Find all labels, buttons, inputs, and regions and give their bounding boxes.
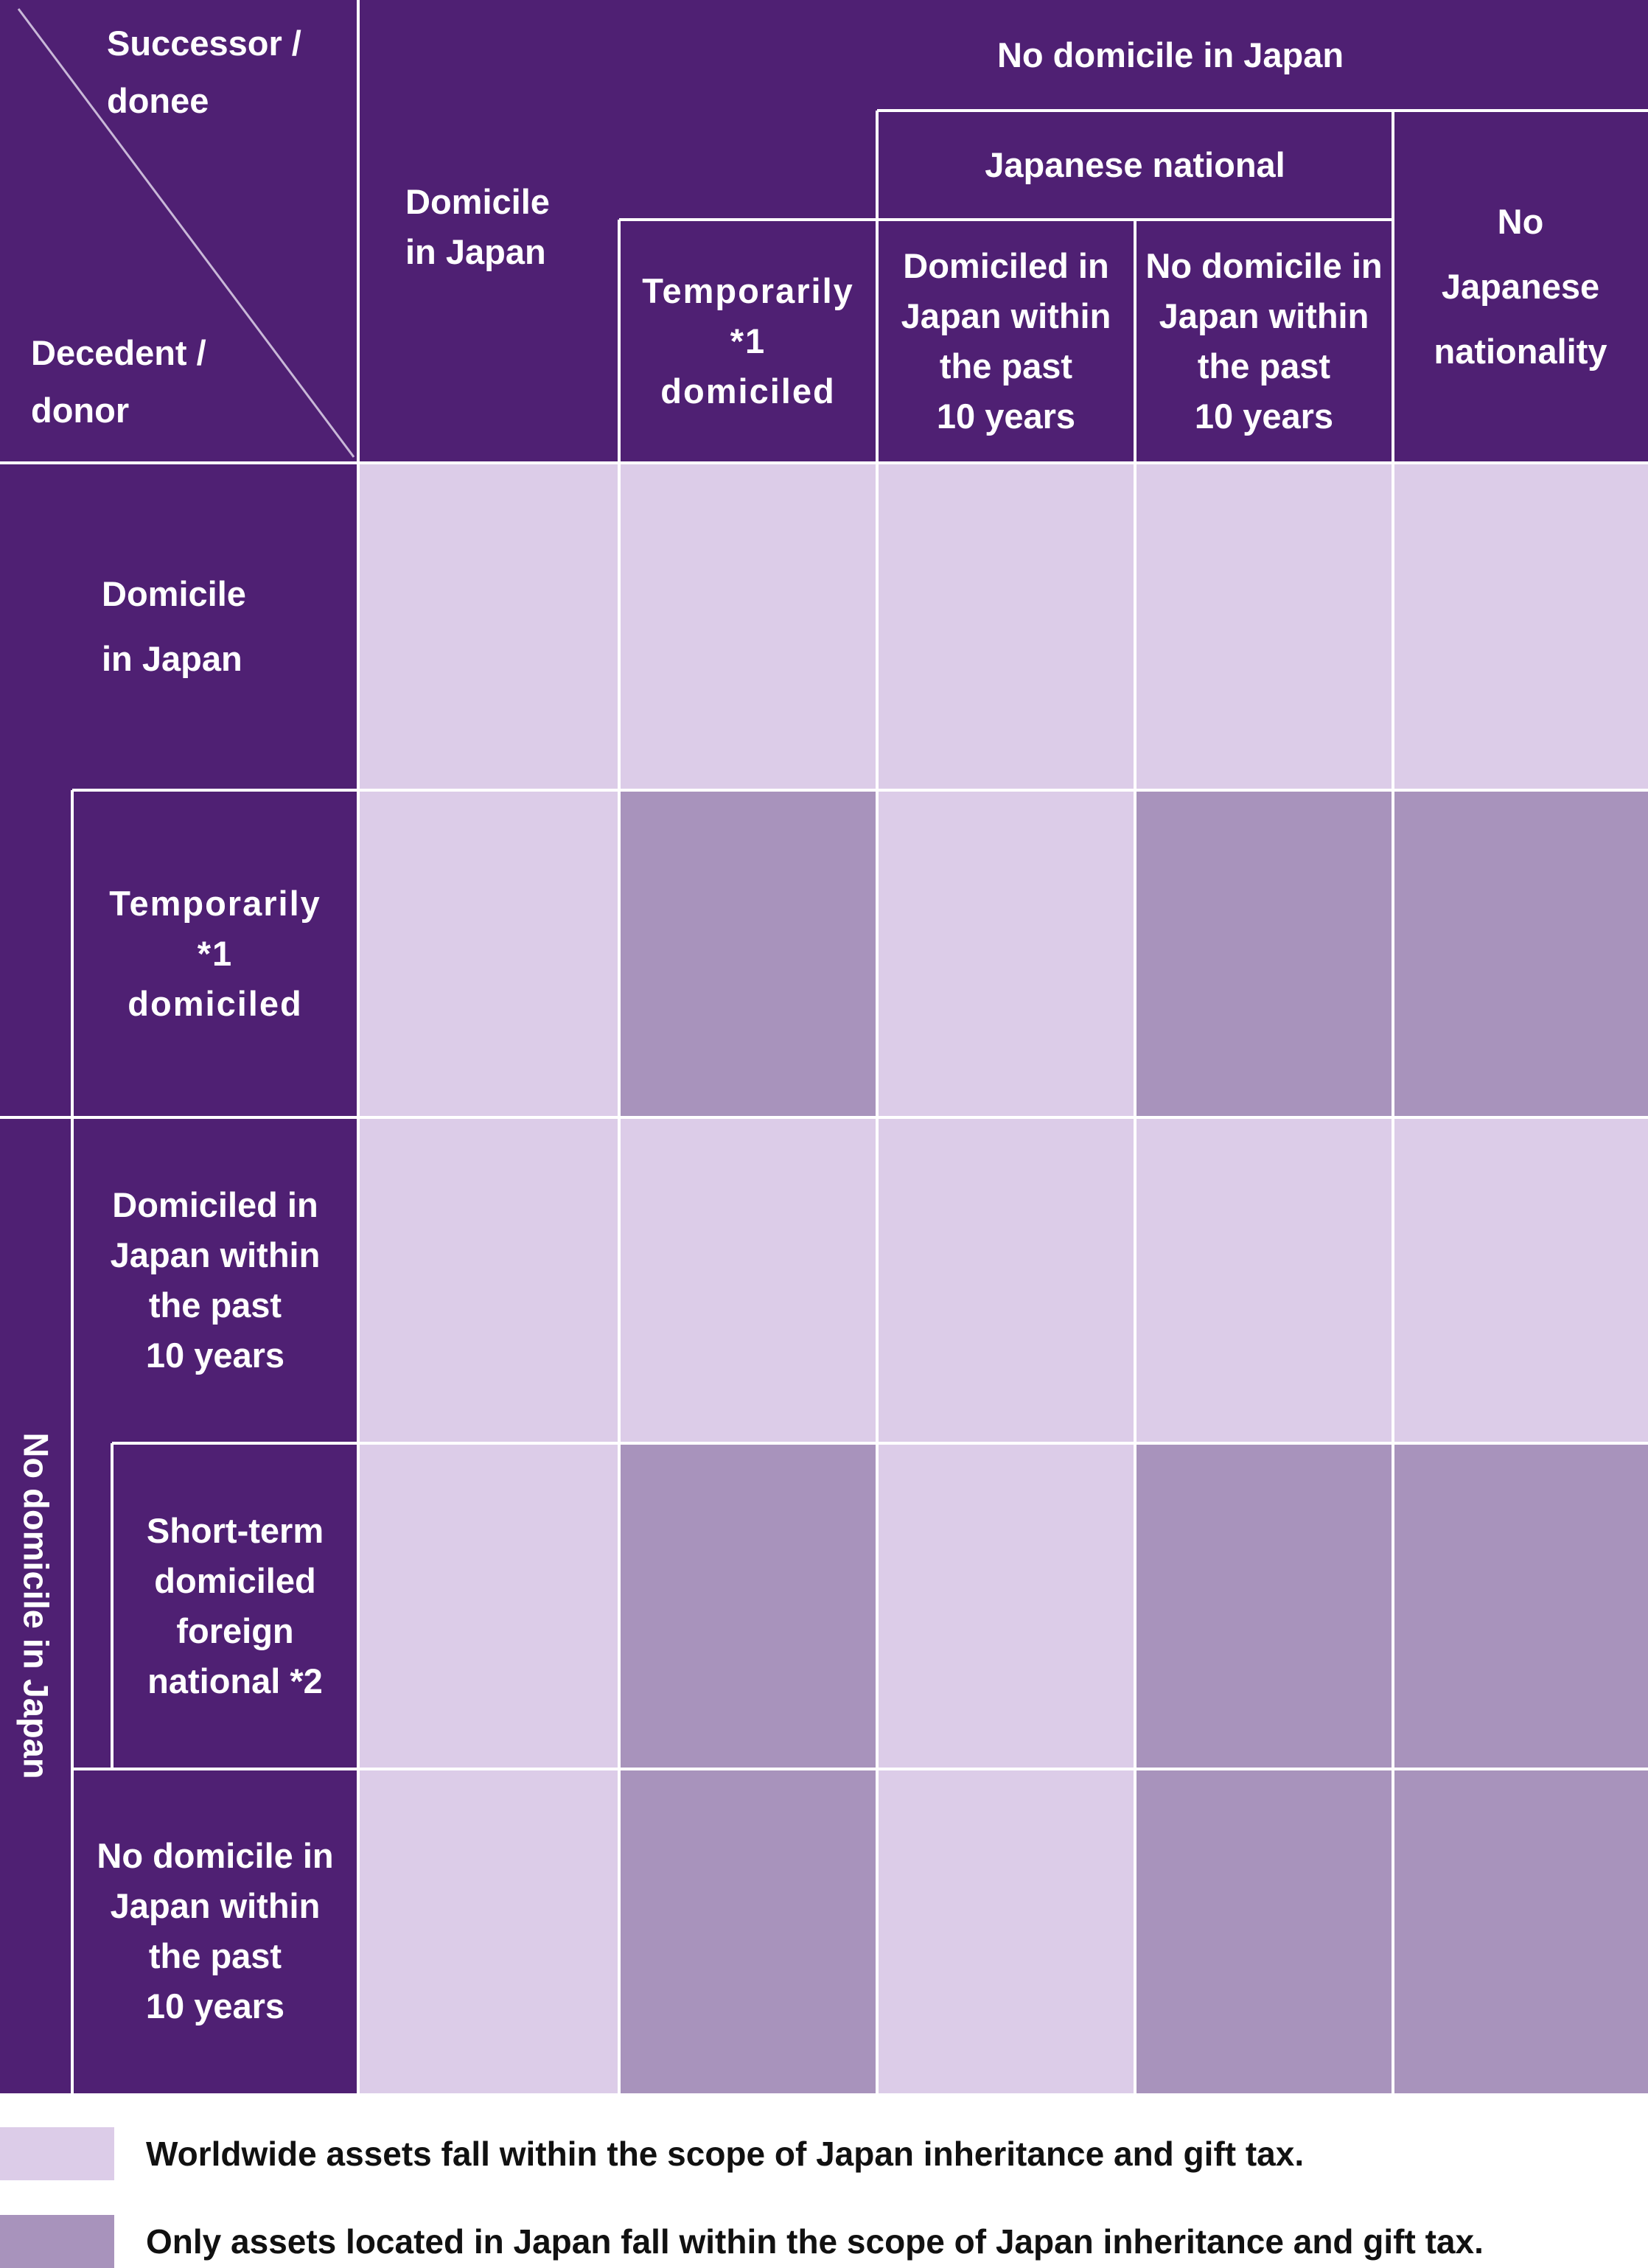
- grid-cell-worldwide: [619, 1117, 877, 1443]
- divider: [619, 218, 1393, 221]
- divider: [72, 1768, 1648, 1770]
- grid-cell-japan-only: [1393, 790, 1648, 1117]
- grid-cell-worldwide: [358, 1117, 619, 1443]
- divider: [618, 220, 621, 2093]
- row-header-domiciled-past-10: Domiciled in Japan within the past 10 ye…: [72, 1117, 358, 1443]
- grid-cell-worldwide: [358, 790, 619, 1117]
- row-header-no-domicile-past-10: No domicile in Japan within the past 10 …: [72, 1769, 358, 2093]
- col-header-no-japanese-nationality: No Japanese nationality: [1393, 111, 1648, 463]
- col-header-no-domicile-past-10: No domicile in Japan within the past 10 …: [1135, 220, 1393, 463]
- legend-swatch-japan-only: [0, 2215, 114, 2268]
- grid-cell-worldwide: [877, 790, 1135, 1117]
- decedent-label: Decedent / donor: [31, 333, 206, 430]
- grid-cell-worldwide: [877, 1117, 1135, 1443]
- col-header-japanese-national: Japanese national: [877, 111, 1393, 220]
- grid-cell-worldwide: [619, 463, 877, 790]
- col-header-blank: [619, 0, 877, 220]
- divider: [71, 790, 74, 1117]
- grid-cell-worldwide: [358, 463, 619, 790]
- row-header-short-term-foreign: Short-term domiciled foreign national *2: [112, 1443, 358, 1769]
- row-header-temporarily: Temporarily *1 domiciled: [72, 790, 358, 1117]
- divider: [111, 1443, 114, 1769]
- col-header-domiciled-past-10: Domiciled in Japan within the past 10 ye…: [877, 220, 1135, 463]
- grid-cell-worldwide: [1135, 463, 1393, 790]
- divider: [71, 1117, 74, 2093]
- legend-japan-only: Only assets located in Japan fall within…: [146, 2222, 1484, 2261]
- corner-header: Successor / donee Decedent / donor: [0, 0, 358, 463]
- grid-cell-japan-only: [619, 1443, 877, 1769]
- col-header-temporarily: Temporarily *1 domiciled: [619, 220, 877, 463]
- grid-cell-worldwide: [1393, 1117, 1648, 1443]
- grid-cell-worldwide: [1135, 1117, 1393, 1443]
- divider: [876, 111, 879, 2093]
- grid-cell-japan-only: [619, 790, 877, 1117]
- divider: [357, 0, 360, 2093]
- row-group-domicile-spacer: [0, 463, 72, 1117]
- row-header-domicile-in-japan: Domicile in Japan: [72, 463, 358, 790]
- grid-cell-japan-only: [1135, 1443, 1393, 1769]
- divider: [877, 109, 1648, 112]
- row-indent-spacer: [72, 1443, 112, 1769]
- col-header-domicile-in-japan: Domicile in Japan: [358, 0, 619, 463]
- divider: [0, 461, 1648, 464]
- successor-label: Successor / donee: [107, 24, 301, 120]
- grid-cell-worldwide: [877, 1769, 1135, 2093]
- grid-cell-worldwide: [877, 1443, 1135, 1769]
- grid-cell-worldwide: [358, 1443, 619, 1769]
- grid-cell-japan-only: [1393, 1769, 1648, 2093]
- row-group-no-domicile: No domicile in Japan: [0, 1117, 72, 2093]
- grid-cell-japan-only: [1135, 1769, 1393, 2093]
- divider: [112, 1442, 1648, 1445]
- corner-diagonal: [17, 8, 355, 458]
- legend-worldwide: Worldwide assets fall within the scope o…: [146, 2135, 1305, 2173]
- divider: [1134, 220, 1137, 2093]
- grid-cell-worldwide: [1393, 463, 1648, 790]
- legend-swatch-worldwide: [0, 2127, 114, 2180]
- divider: [1392, 111, 1394, 2093]
- divider: [0, 1116, 1648, 1119]
- col-header-no-domicile: No domicile in Japan: [877, 0, 1648, 111]
- grid-cell-worldwide: [877, 463, 1135, 790]
- grid-cell-japan-only: [619, 1769, 877, 2093]
- divider: [72, 789, 1648, 792]
- grid-cell-japan-only: [1393, 1443, 1648, 1769]
- grid-cell-worldwide: [358, 1769, 619, 2093]
- grid-cell-japan-only: [1135, 790, 1393, 1117]
